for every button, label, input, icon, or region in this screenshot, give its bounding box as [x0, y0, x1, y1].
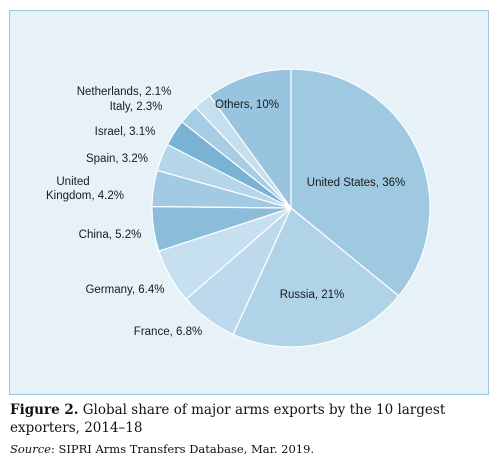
pie-slice-1	[232, 207, 400, 348]
source-label: Source	[10, 442, 51, 456]
figure-label: Figure 2.	[10, 402, 79, 418]
pie-label-1: Russia, 21%	[280, 289, 345, 301]
pie-label-4: China, 5.2%	[79, 229, 142, 241]
pie-label-3: Germany, 6.4%	[85, 284, 164, 296]
pie-label-7: Israel, 3.1%	[95, 126, 156, 138]
pie-label-8: Italy, 2.3%	[110, 101, 163, 113]
pie-label-9: Netherlands, 2.1%	[77, 86, 172, 98]
pie-label-2: France, 6.8%	[134, 326, 202, 338]
pie-label-5: United Kingdom, 4.2%	[46, 176, 124, 202]
pie-slice-0	[290, 68, 431, 297]
figure-caption-text: Global share of major arms exports by th…	[10, 402, 446, 436]
figure-caption: Figure 2. Global share of major arms exp…	[10, 401, 492, 437]
pie-slice-10	[208, 68, 292, 210]
pie-label-0: United States, 36%	[307, 177, 405, 189]
pie-chart: United States, 36% Russia, 21% France, 6.8…	[46, 68, 431, 348]
pie-label-10: Others, 10%	[215, 99, 279, 111]
figure-source: Source: SIPRI Arms Transfers Database, M…	[10, 442, 492, 456]
pie-label-6: Spain, 3.2%	[86, 153, 148, 165]
chart-panel: United States, 36% Russia, 21% France, 6.8…	[9, 10, 489, 395]
source-text: : SIPRI Arms Transfers Database, Mar. 20…	[50, 442, 315, 456]
